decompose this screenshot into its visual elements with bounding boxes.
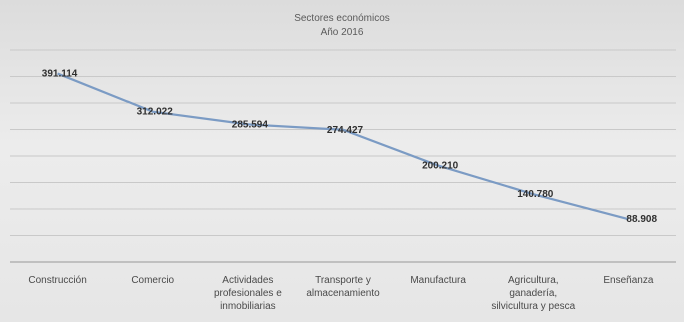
series-line xyxy=(57,72,629,221)
data-label: 200.210 xyxy=(422,161,459,172)
data-label: 285.594 xyxy=(232,119,269,130)
data-label: 391.114 xyxy=(42,69,78,80)
x-tick-label: Agricultura, ganadería, silvicultura y pes… xyxy=(491,275,575,312)
x-tick-labels: Construcción Comercio Actividades profesion… xyxy=(28,275,653,312)
data-labels: 391.114 312.022 285.594 274.427 200.210 140.7… xyxy=(42,69,658,226)
data-label: 312.022 xyxy=(137,107,174,118)
x-tick-label: Manufactura xyxy=(410,275,466,286)
x-tick-label: Construcción xyxy=(28,275,86,286)
x-tick-label: Enseñanza xyxy=(603,275,653,286)
series xyxy=(57,72,629,221)
chart-subtitle: Año 2016 xyxy=(321,27,364,38)
x-tick-label: Comercio xyxy=(131,275,174,286)
data-label: 140.780 xyxy=(517,189,554,200)
x-tick-label: Transporte y almacenamiento xyxy=(306,275,380,299)
chart-title: Sectores económicos xyxy=(294,13,390,24)
x-tick-label: Actividades profesionales e inmobiliarias xyxy=(214,275,282,312)
data-label: 88.908 xyxy=(626,214,657,225)
gridlines xyxy=(10,49,676,263)
data-label: 274.427 xyxy=(327,125,364,136)
